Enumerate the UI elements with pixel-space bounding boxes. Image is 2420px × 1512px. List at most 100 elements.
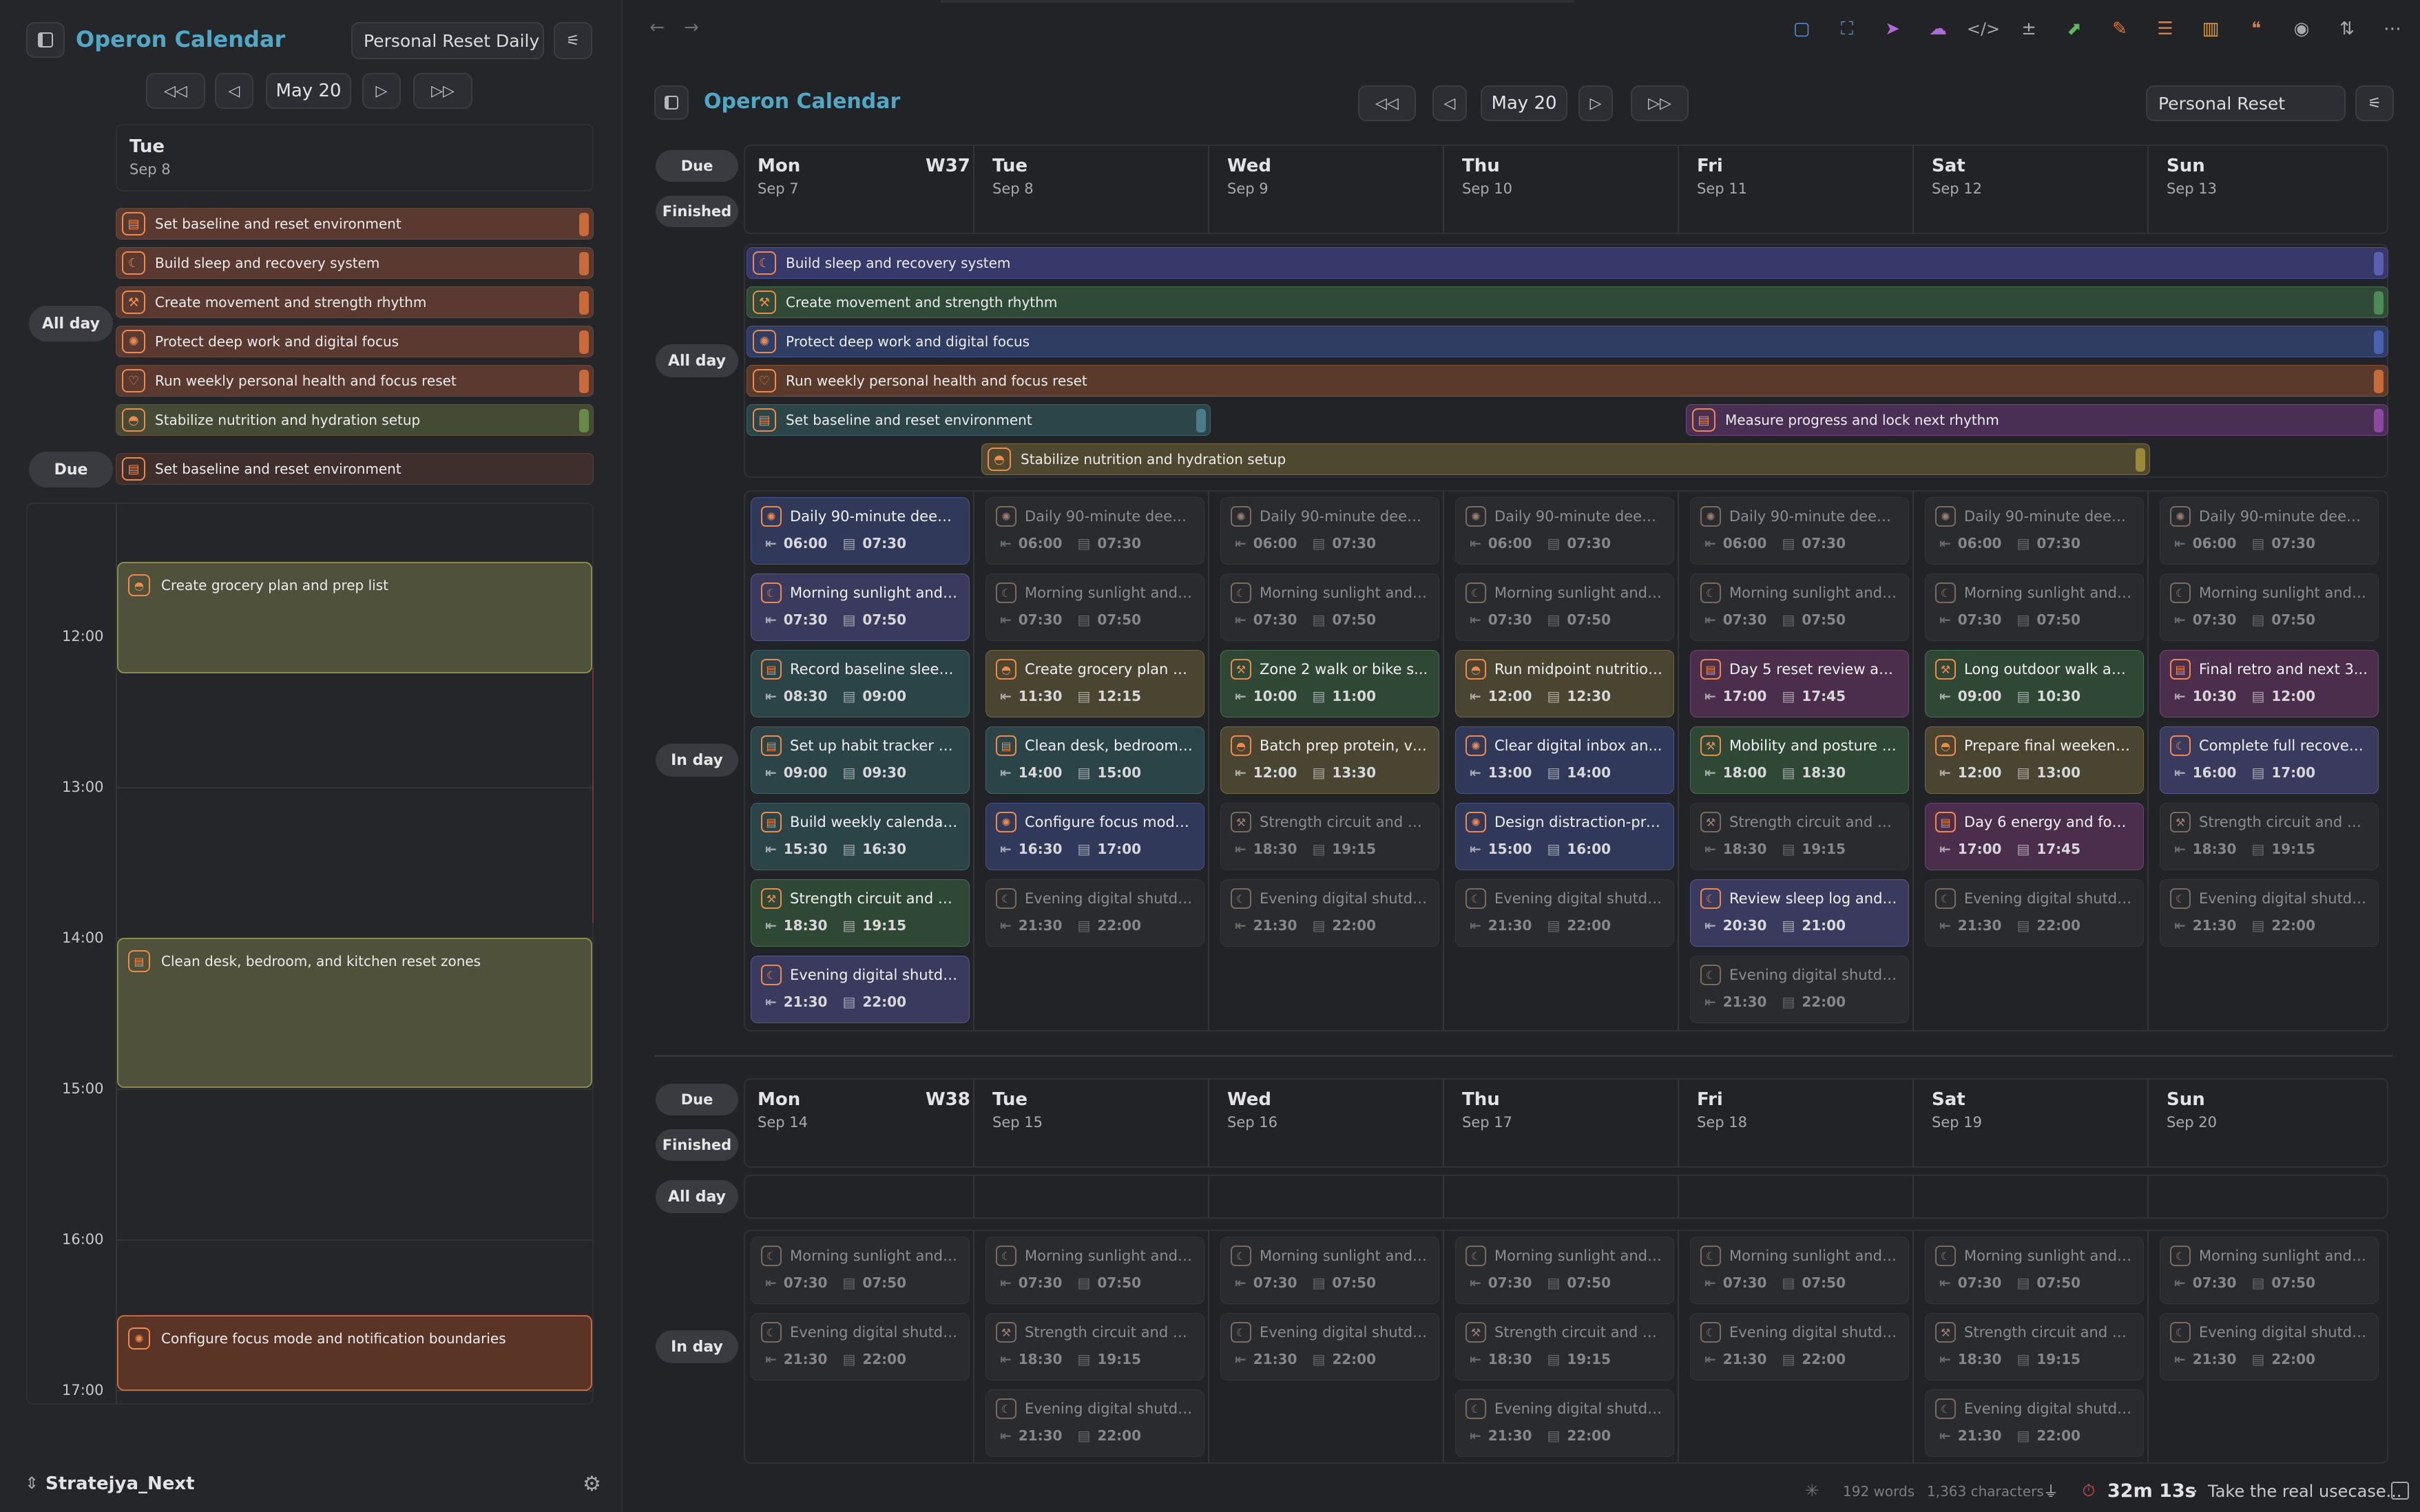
main-date-button[interactable]: May 20: [1481, 85, 1567, 121]
task-card[interactable]: ☾ Morning sunlight and ... ⇤ 07:30 ▤ 07:50: [985, 574, 1204, 641]
task-card[interactable]: ⚒ Strength circuit and pr... ⇤ 18:30 ▤ 19:15: [1690, 803, 1909, 870]
task-card[interactable]: ☾ Evening digital shutdo... ⇤ 21:30 ▤ 22:00: [1220, 1313, 1439, 1380]
bar-handle[interactable]: [579, 291, 589, 315]
task-card[interactable]: ✺ Daily 90-minute deep ... ⇤ 06:00 ▤ 07:30: [985, 497, 1204, 565]
send-icon[interactable]: ➤: [1885, 19, 1900, 39]
code-icon[interactable]: </>: [1966, 19, 2001, 39]
task-card[interactable]: ☾ Evening digital shutdo... ⇤ 21:30 ▤ 22:00: [751, 956, 970, 1023]
task-card[interactable]: ☾ Evening digital shutdo... ⇤ 21:30 ▤ 22:00: [1220, 879, 1439, 947]
task-card[interactable]: ▤ Record baseline sleep,... ⇤ 08:30 ▤ 09:00: [751, 650, 970, 717]
timed-event[interactable]: ◓ Create grocery plan and prep list: [117, 562, 592, 673]
allday-bar[interactable]: ▤ Measure progress and lock next rhythm: [1686, 404, 2388, 436]
timed-event[interactable]: ✺ Configure focus mode and notification b…: [117, 1315, 592, 1391]
export-icon[interactable]: ⬈: [2067, 19, 2082, 39]
task-card[interactable]: ☾ Morning sunlight and ... ⇤ 07:30 ▤ 07:50: [1690, 574, 1909, 641]
due-bar[interactable]: ▤ Set baseline and reset environment: [116, 453, 594, 485]
task-card[interactable]: ◓ Batch prep protein, ve... ⇤ 12:00 ▤ 13:30: [1220, 726, 1439, 794]
task-card[interactable]: ⚒ Strength circuit and pr... ⇤ 18:30 ▤ 19:15: [1220, 803, 1439, 870]
task-card[interactable]: ⚒ Zone 2 walk or bike s... ⇤ 10:00 ▤ 11:00: [1220, 650, 1439, 717]
nav-forward-icon[interactable]: →: [684, 17, 699, 38]
fullscreen-icon[interactable]: ⛶: [1840, 18, 1854, 39]
day-header[interactable]: Thu Sep 17: [1462, 1089, 1512, 1131]
day-header[interactable]: Wed Sep 9: [1227, 156, 1271, 197]
left-prev-week-button[interactable]: ◁◁: [146, 73, 205, 109]
day-header[interactable]: Thu Sep 10: [1462, 156, 1512, 197]
main-prev-button[interactable]: ◁: [1432, 85, 1467, 121]
task-card[interactable]: ☾ Evening digital shutdo... ⇤ 21:30 ▤ 22:00: [1455, 1389, 1674, 1457]
task-card[interactable]: ▤ Build weekly calendar ... ⇤ 15:30 ▤ 16:30: [751, 803, 970, 870]
task-card[interactable]: ▤ Day 5 reset review an... ⇤ 17:00 ▤ 17:45: [1690, 650, 1909, 717]
toggle-sidebar-button[interactable]: [26, 22, 65, 58]
task-card[interactable]: ✺ Clear digital inbox an... ⇤ 13:00 ▤ 14:00: [1455, 726, 1674, 794]
workspace-name[interactable]: Stratejya_Next: [45, 1473, 195, 1494]
task-card[interactable]: ☾ Morning sunlight and ... ⇤ 07:30 ▤ 07:50: [1455, 574, 1674, 641]
task-card[interactable]: ⚒ Strength circuit and pr... ⇤ 18:30 ▤ 19:15: [751, 879, 970, 947]
day-header[interactable]: Sun Sep 13: [2167, 156, 2217, 197]
task-card[interactable]: ☾ Morning sunlight and ... ⇤ 07:30 ▤ 07:50: [751, 574, 970, 641]
list-icon[interactable]: ☰: [2157, 19, 2173, 39]
task-card[interactable]: ⚒ Long outdoor walk an... ⇤ 09:00 ▤ 10:30: [1925, 650, 2144, 717]
sort-icon[interactable]: ⇅: [2339, 19, 2355, 39]
task-card[interactable]: ☾ Evening digital shutdo... ⇤ 21:30 ▤ 22:00: [1925, 879, 2144, 947]
allday-bar[interactable]: ⚒ Create movement and strength rhythm: [747, 286, 2388, 318]
task-card[interactable]: ☾ Evening digital shutdo... ⇤ 21:30 ▤ 22:00: [1925, 1389, 2144, 1457]
task-card[interactable]: ✺ Configure focus mode ... ⇤ 16:30 ▤ 17:00: [985, 803, 1204, 870]
allday-bar[interactable]: ▤ Set baseline and reset environment: [747, 404, 1211, 436]
task-card[interactable]: ✺ Daily 90-minute deep ... ⇤ 06:00 ▤ 07:30: [751, 497, 970, 565]
broadcast-icon[interactable]: ◉: [2293, 19, 2310, 39]
task-card[interactable]: ☾ Morning sunlight and ... ⇤ 07:30 ▤ 07:50: [1220, 1237, 1439, 1304]
day-header[interactable]: Sat Sep 12: [1932, 156, 1982, 197]
panel-icon[interactable]: ▥: [2202, 19, 2220, 39]
bar-handle[interactable]: [2374, 291, 2384, 315]
main-filter-button[interactable]: ⚟: [2355, 85, 2394, 121]
bar-handle[interactable]: [2374, 252, 2384, 275]
task-card[interactable]: ⚒ Mobility and posture r... ⇤ 18:00 ▤ 18:30: [1690, 726, 1909, 794]
task-card[interactable]: ☾ Review sleep log and ... ⇤ 20:30 ▤ 21:00: [1690, 879, 1909, 947]
allday-bar[interactable]: ◓ Stabilize nutrition and hydration setup: [981, 443, 2150, 475]
main-next-button[interactable]: ▷: [1578, 85, 1613, 121]
timed-event[interactable]: ▤ Clean desk, bedroom, and kitchen reset …: [117, 938, 592, 1088]
allday-bar[interactable]: ♡ Run weekly personal health and focus re…: [747, 365, 2388, 397]
task-card[interactable]: ▤ Set up habit tracker a... ⇤ 09:00 ▤ 09:30: [751, 726, 970, 794]
task-card[interactable]: ☾ Morning sunlight and ... ⇤ 07:30 ▤ 07:50: [2160, 574, 2379, 641]
allday-bar[interactable]: ✺ Protect deep work and digital focus: [116, 326, 594, 357]
task-card[interactable]: ☾ Evening digital shutdo... ⇤ 21:30 ▤ 22:00: [1455, 879, 1674, 947]
task-card[interactable]: ◓ Run midpoint nutrition ... ⇤ 12:00 ▤ 12:30: [1455, 650, 1674, 717]
bar-handle[interactable]: [579, 330, 589, 354]
task-card[interactable]: ☾ Morning sunlight and ... ⇤ 07:30 ▤ 07:50: [1220, 574, 1439, 641]
task-card[interactable]: ⚒ Strength circuit and pr... ⇤ 18:30 ▤ 19:15: [985, 1313, 1204, 1380]
task-card[interactable]: ✺ Daily 90-minute deep ... ⇤ 06:00 ▤ 07:30: [1925, 497, 2144, 565]
task-card[interactable]: ☾ Complete full recovery... ⇤ 16:00 ▤ 17:00: [2160, 726, 2379, 794]
task-card[interactable]: ☾ Evening digital shutdo... ⇤ 21:30 ▤ 22:00: [985, 879, 1204, 947]
main-prev-week-button[interactable]: ◁◁: [1358, 85, 1416, 121]
allday-bar[interactable]: ▤ Set baseline and reset environment: [116, 208, 594, 240]
day-header[interactable]: Tue Sep 8: [992, 156, 1034, 197]
left-next-day-button[interactable]: ▷: [362, 73, 401, 109]
bar-handle[interactable]: [579, 409, 589, 432]
bar-handle[interactable]: [2374, 330, 2384, 354]
left-next-week-button[interactable]: ▷▷: [413, 73, 472, 109]
task-card[interactable]: ☾ Evening digital shutdo... ⇤ 21:30 ▤ 22:00: [2160, 1313, 2379, 1380]
day-header[interactable]: Fri Sep 11: [1697, 156, 1747, 197]
edit-icon[interactable]: ✎: [2112, 19, 2127, 39]
task-card[interactable]: ✺ Daily 90-minute deep ... ⇤ 06:00 ▤ 07:30: [1690, 497, 1909, 565]
plugin-status-icon[interactable]: ⏚: [2043, 1484, 2058, 1501]
allday-bar[interactable]: ☾ Build sleep and recovery system: [116, 247, 594, 279]
left-filter-button[interactable]: ⚟: [554, 22, 592, 59]
day-header[interactable]: Sun Sep 20: [2167, 1089, 2217, 1131]
allday-bar[interactable]: ◓ Stabilize nutrition and hydration setup: [116, 404, 594, 436]
day-header[interactable]: Mon Sep 14: [758, 1089, 808, 1131]
split-icon[interactable]: ±: [2021, 19, 2036, 39]
task-card[interactable]: ◓ Prepare final weekend... ⇤ 12:00 ▤ 13:00: [1925, 726, 2144, 794]
task-card[interactable]: ⚒ Strength circuit and pr... ⇤ 18:30 ▤ 19:15: [1455, 1313, 1674, 1380]
task-card[interactable]: ☾ Evening digital shutdo... ⇤ 21:30 ▤ 22:00: [985, 1389, 1204, 1457]
allday-bar[interactable]: ☾ Build sleep and recovery system: [747, 247, 2388, 279]
day-header[interactable]: Sat Sep 19: [1932, 1089, 1982, 1131]
settings-gear-icon[interactable]: ⚙: [583, 1472, 601, 1496]
task-card[interactable]: ▤ Final retro and next 3... ⇤ 10:30 ▤ 12:00: [2160, 650, 2379, 717]
task-card[interactable]: ☾ Morning sunlight and ... ⇤ 07:30 ▤ 07:50: [1925, 1237, 2144, 1304]
task-card[interactable]: ☾ Morning sunlight and ... ⇤ 07:30 ▤ 07:50: [2160, 1237, 2379, 1304]
day-header[interactable]: Fri Sep 18: [1697, 1089, 1747, 1131]
bar-handle[interactable]: [2374, 409, 2384, 432]
left-prev-day-button[interactable]: ◁: [215, 73, 253, 109]
